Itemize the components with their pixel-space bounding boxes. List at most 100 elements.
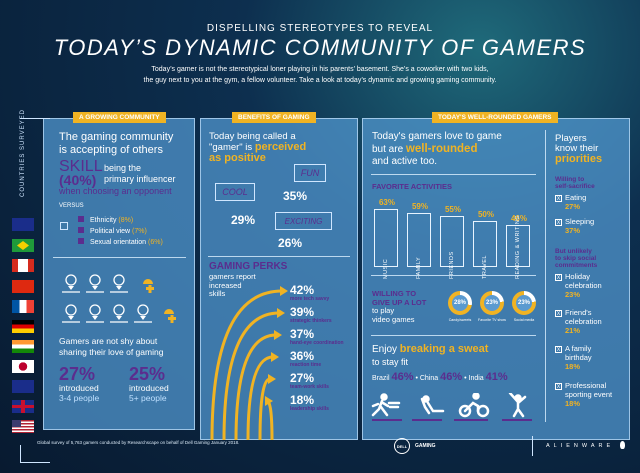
divider xyxy=(371,275,536,276)
donut-chart: 23% xyxy=(480,291,504,315)
flag-new-zealand xyxy=(12,380,34,393)
flag-france xyxy=(12,300,34,313)
activity-bar: 59% FAMILY xyxy=(407,202,431,279)
fitness-icons xyxy=(371,393,532,421)
heading-line: Today being called a xyxy=(209,131,296,142)
corner-frame xyxy=(20,445,21,463)
perk-label: more tech savvy xyxy=(290,296,330,302)
versus-item: Political view (7%) xyxy=(78,226,163,237)
perks-sub-line: increased xyxy=(209,280,242,290)
versus-item-label: Ethnicity xyxy=(90,217,117,224)
sacrifice-line: self-sacrifice xyxy=(555,183,595,190)
perk-pct: 18% xyxy=(290,393,315,407)
item-label: Friend's xyxy=(565,308,592,317)
activity-pct: 59% xyxy=(411,201,428,211)
divider xyxy=(208,256,350,257)
skill-text-1: being the xyxy=(104,163,142,173)
skip-line: But unlikely xyxy=(555,248,592,255)
footer-divider xyxy=(532,436,533,456)
item-pct: 27% xyxy=(565,202,581,211)
stat-25: 25% introduced 5+ people xyxy=(129,364,169,403)
divider xyxy=(371,335,536,336)
activity-label: TRAVEL xyxy=(482,254,488,279)
country-name: Brazil xyxy=(372,375,390,382)
activity-bar: 50% TRAVEL xyxy=(473,210,497,279)
priorities-heading: Players know their priorities xyxy=(555,133,602,165)
share-text-2: sharing their love of gaming xyxy=(59,347,164,357)
accepting-heading-2: is accepting of others xyxy=(59,144,163,156)
perk-item: 39% strategic thinkers xyxy=(290,305,332,324)
heading-highlight: perceived xyxy=(254,141,307,153)
intro-line-2: the guy next to you at the gym, a fellow… xyxy=(143,77,497,84)
donut-chart: 23% xyxy=(512,291,536,315)
rounded-heading: Today's gamers love to game but are well… xyxy=(372,131,502,168)
footer-note: Global survey of 5,763 gamers conducted … xyxy=(37,440,240,445)
versus-label: VERSUS xyxy=(59,203,84,209)
dell-logo-text: DELL xyxy=(396,443,408,449)
cycling-icon xyxy=(458,393,490,418)
flag-united-kingdom xyxy=(12,400,34,413)
donut-pct: 28% xyxy=(452,295,468,311)
page-title: TODAY’S DYNAMIC COMMUNITY OF GAMERS xyxy=(53,35,587,60)
activity-label: FRIENDS xyxy=(449,251,455,279)
arrow-head-icon xyxy=(280,286,288,296)
arrow-head-icon xyxy=(268,374,276,384)
give-up-heading: WILLING TO GIVE UP A LOT to play video g… xyxy=(372,289,426,324)
flag-brazil xyxy=(12,239,34,252)
perks-subtitle: gamers report increased skills xyxy=(209,272,256,299)
perk-arc xyxy=(246,355,274,440)
perk-pct: 27% xyxy=(290,371,315,385)
perk-pct: 39% xyxy=(290,305,315,319)
bubble-pct: 26% xyxy=(278,236,303,250)
sacrifice-line: Willing to xyxy=(555,176,585,183)
versus-item-pct: (6%) xyxy=(148,239,163,246)
activity-bar: 63% MUSIC xyxy=(374,198,398,279)
perk-item: 37% hand-eye coordination xyxy=(290,327,344,346)
perk-arc xyxy=(234,333,277,440)
item-label: Holiday xyxy=(565,272,591,281)
flag-canada xyxy=(12,259,34,272)
person-icon xyxy=(89,274,101,286)
skill-text-3: when choosing an opponent xyxy=(59,186,172,196)
flag-japan xyxy=(12,360,34,373)
give-line: WILLING TO xyxy=(372,289,417,298)
item-label: celebration xyxy=(565,281,602,290)
bubble-pct: 35% xyxy=(283,189,308,203)
sweat-highlight: breaking a sweat xyxy=(399,343,489,355)
accepting-heading-1: The gaming community xyxy=(59,131,174,143)
intro-line-1: Today’s gamer is not the stereotypical l… xyxy=(151,66,489,73)
donut-pct: 23% xyxy=(516,295,532,311)
stat-pct: 25% xyxy=(129,364,166,384)
country-name: China xyxy=(419,375,439,382)
priorities-line: Players xyxy=(555,133,587,144)
item-pct: 37% xyxy=(565,226,581,235)
x-box-icon xyxy=(78,238,84,244)
versus-item-label: Political view xyxy=(90,228,131,235)
dell-logo: DELL xyxy=(394,438,410,454)
person-plus-icon xyxy=(164,309,174,314)
item-pct: 23% xyxy=(565,290,581,299)
skip-line: commitments xyxy=(555,262,598,269)
well-rounded-tab: TODAY'S WELL-ROUNDED GAMERS xyxy=(432,112,558,123)
perks-sub-line: gamers report xyxy=(209,272,256,281)
item-label: Professional xyxy=(565,381,607,390)
activity-bar: 55% FRIENDS xyxy=(440,205,464,279)
perks-title: GAMING PERKS xyxy=(209,261,288,272)
country-pct: 41% xyxy=(485,371,508,383)
x-box-icon: X xyxy=(555,274,562,281)
item-pct: 21% xyxy=(565,326,581,335)
x-box-icon: X xyxy=(555,195,562,202)
arrow-head-icon xyxy=(274,330,282,340)
x-box-icon: X xyxy=(555,310,562,317)
countries-label: COUNTRIES SURVEYED xyxy=(20,109,26,197)
activity-label: FAMILY xyxy=(416,256,422,279)
versus-item-label: Sexual orientation xyxy=(90,239,147,246)
person-icon xyxy=(65,274,77,286)
donut-label: Favorite TV show xyxy=(478,318,506,322)
flag-india xyxy=(12,340,34,353)
divider xyxy=(53,257,186,258)
person-plus-icon xyxy=(143,279,153,284)
stat-27: 27% introduced 3-4 people xyxy=(59,364,99,403)
heading-line: and active too. xyxy=(372,156,438,167)
